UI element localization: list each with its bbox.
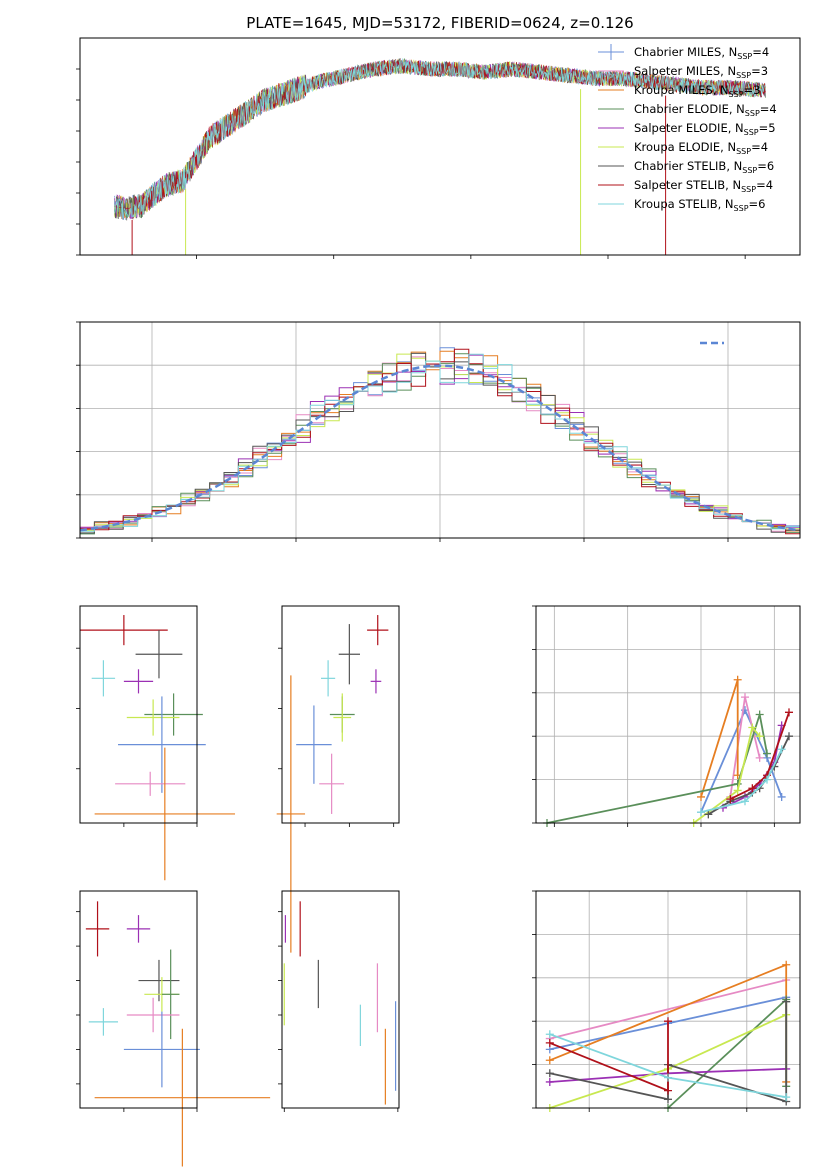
spectrum-chart: Chabrier MILES, NSSP=4 Salpeter MILES, NS… bbox=[76, 37, 801, 259]
series-point bbox=[733, 675, 742, 684]
series-point bbox=[664, 1095, 672, 1104]
series-point bbox=[748, 784, 757, 793]
series-line bbox=[693, 725, 761, 824]
series-point bbox=[545, 1069, 554, 1078]
legend-label: Chabrier ELODIE, NSSP=4 bbox=[634, 102, 777, 118]
series-line bbox=[729, 712, 790, 800]
legend-label: Salpeter MILES, NSSP=3 bbox=[634, 64, 768, 80]
series-point bbox=[741, 797, 749, 806]
age-vs-metallicity-chart bbox=[76, 605, 236, 881]
series-point bbox=[726, 795, 735, 804]
residual-histogram-chart bbox=[76, 321, 801, 542]
legend-label: Salpeter STELIB, NSSP=4 bbox=[634, 178, 773, 194]
series-point bbox=[733, 786, 742, 795]
axes-frame bbox=[281, 605, 400, 824]
series-point bbox=[785, 732, 793, 741]
series-point bbox=[782, 1093, 791, 1102]
series-line bbox=[700, 748, 783, 813]
series-point bbox=[777, 745, 786, 754]
legend-label: Chabrier MILES, NSSP=4 bbox=[634, 45, 769, 61]
series-line bbox=[667, 997, 788, 1109]
series-point bbox=[545, 1030, 554, 1039]
mass-vs-extinction-chart bbox=[278, 890, 400, 1112]
series-point bbox=[664, 1073, 672, 1082]
series-line bbox=[700, 707, 783, 813]
mass-weight-vs-metallicity-chart bbox=[532, 890, 801, 1112]
axes-frame bbox=[79, 890, 198, 1109]
series-point bbox=[782, 997, 791, 1006]
histogram-step bbox=[80, 353, 800, 532]
series-point bbox=[545, 1056, 554, 1065]
legend-label: Kroupa STELIB, NSSP=6 bbox=[634, 197, 765, 213]
page-title: PLATE=1645, MJD=53172, FIBERID=0624, z=0… bbox=[246, 14, 633, 32]
spectrum-line bbox=[114, 58, 766, 221]
axes-frame bbox=[535, 605, 801, 824]
series-point bbox=[545, 1077, 554, 1086]
normal-curve bbox=[79, 364, 801, 532]
series-point bbox=[782, 960, 791, 969]
axes-frame bbox=[79, 321, 801, 539]
series-point bbox=[785, 708, 793, 717]
mass-vs-metallicity-chart bbox=[76, 890, 271, 1167]
series-point bbox=[697, 808, 705, 817]
series-point bbox=[741, 693, 749, 702]
series-line bbox=[549, 979, 787, 1040]
series-point bbox=[697, 792, 705, 801]
axes-frame bbox=[79, 37, 801, 256]
axes-frame bbox=[79, 605, 198, 824]
series-point bbox=[704, 810, 713, 819]
legend-label: Salpeter ELODIE, NSSP=5 bbox=[634, 121, 776, 137]
mass-weight-vs-age-chart bbox=[532, 605, 801, 827]
age-vs-mass-chart bbox=[276, 605, 400, 953]
series-point bbox=[748, 723, 757, 732]
legend-label: Chabrier STELIB, NSSP=6 bbox=[634, 159, 774, 175]
series-point bbox=[664, 1017, 672, 1026]
series-line bbox=[546, 714, 768, 824]
series-point bbox=[755, 710, 764, 719]
series-point bbox=[755, 732, 764, 741]
series-point bbox=[763, 775, 771, 784]
series-point bbox=[545, 1038, 554, 1047]
legend-label: Kroupa MILES, NSSP=3 bbox=[634, 83, 760, 99]
series-point bbox=[777, 792, 786, 801]
series-point bbox=[664, 1086, 672, 1095]
series-point bbox=[755, 753, 764, 762]
series-point bbox=[763, 749, 771, 758]
legend-label: Kroupa ELODIE, NSSP=4 bbox=[634, 140, 768, 156]
axes-frame bbox=[535, 890, 801, 1109]
axes-frame bbox=[281, 890, 400, 1109]
